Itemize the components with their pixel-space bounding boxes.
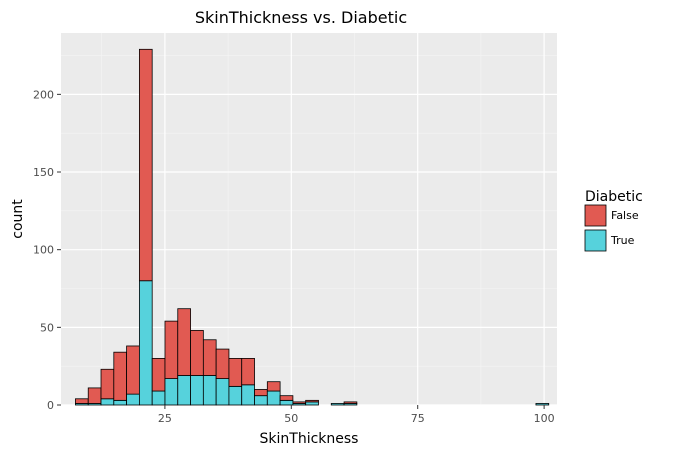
bar-false [177,308,191,376]
x-tick-label: 50 [284,412,298,425]
bar-false [343,401,358,404]
bar-false [228,358,243,387]
bar-true [190,375,204,406]
bar-true [177,375,191,406]
bar-false [292,401,307,404]
legend-key-true [584,229,607,252]
x-tick-label: 25 [158,412,172,425]
bar-true [330,403,345,406]
y-tick-label: 100 [33,244,54,257]
bar-false [202,339,217,376]
x-axis-ticks: 25 50 75 100 [158,405,555,425]
y-axis-title: count [10,199,26,239]
bar-false [75,398,89,404]
bar-true [305,401,319,406]
bar-true [279,399,294,406]
legend-key-false [584,204,607,227]
bar-false [305,399,319,403]
bar-false [113,351,128,401]
bar-false [87,387,102,404]
bar-true [254,395,268,406]
bar-false [138,48,153,282]
bar-true [138,280,153,406]
legend-label-false: False [611,209,639,222]
legend: Diabetic False True [584,189,643,252]
y-tick-label: 50 [40,321,54,334]
bar-true [164,378,179,406]
y-axis-ticks: 0 50 100 150 200 [33,88,61,412]
bar-true [113,399,128,406]
bar-false [215,348,230,379]
x-tick-label: 75 [411,412,425,425]
histogram-bars [75,48,550,406]
y-tick-label: 0 [47,399,54,412]
bar-false [164,320,179,379]
bar-true [151,390,166,406]
bar-false [266,381,281,392]
x-axis-title: SkinThickness [260,431,359,447]
y-tick-label: 200 [33,88,54,101]
bar-true [202,375,217,406]
legend-label-true: True [610,234,635,247]
y-tick-label: 150 [33,166,54,179]
bar-true [126,393,140,406]
bar-true [535,403,550,406]
bar-false [100,368,115,400]
chart-title: SkinThickness vs. Diabetic [195,8,407,27]
bar-false [279,395,294,401]
legend-title: Diabetic [585,189,643,205]
bar-true [241,384,255,406]
bar-true [215,378,230,406]
bar-false [126,345,140,395]
x-tick-label: 100 [534,412,555,425]
bar-false [254,389,268,397]
bar-true [228,385,243,406]
bar-true [100,398,115,406]
bar-false [241,358,255,386]
bar-false [151,358,166,392]
bar-true [266,390,281,406]
bar-false [190,330,204,376]
